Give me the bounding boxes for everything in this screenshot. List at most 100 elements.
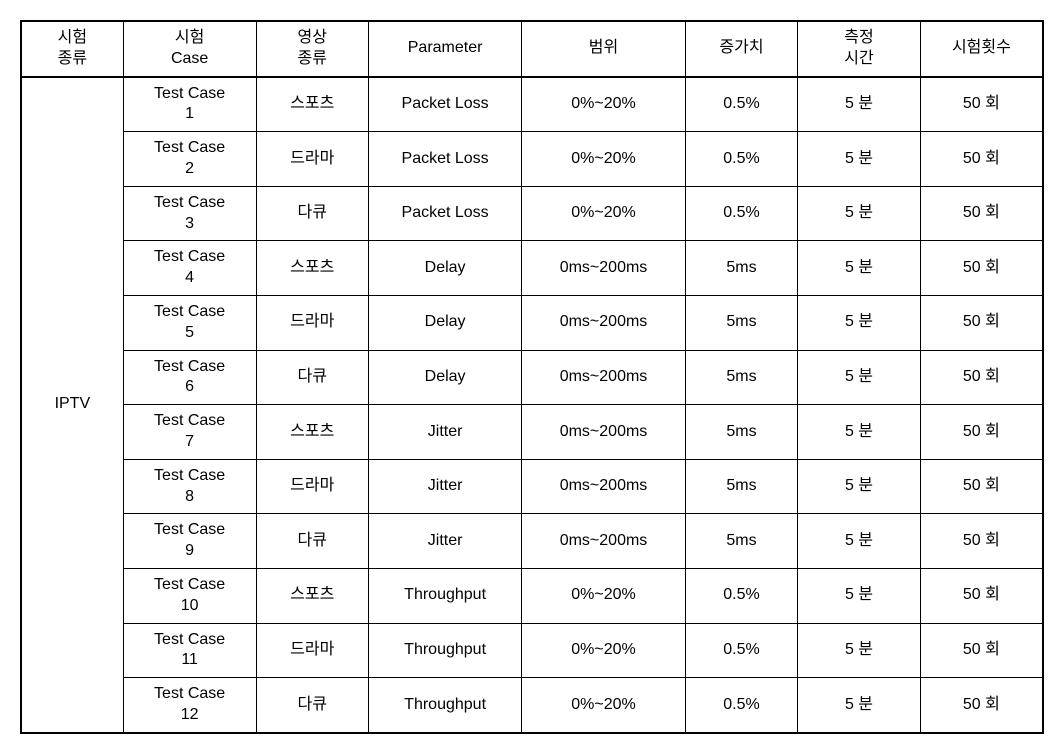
cell-video: 드라마 <box>256 459 368 514</box>
col-header-video-type: 영상 종류 <box>256 21 368 77</box>
cell-inc: 0.5% <box>685 678 797 733</box>
table-body: IPTV Test Case 1 스포츠 Packet Loss 0%~20% … <box>21 77 1043 733</box>
cell-count: 50 회 <box>920 623 1043 678</box>
cell-param: Delay <box>368 241 521 296</box>
cell-video: 다큐 <box>256 514 368 569</box>
cell-range: 0ms~200ms <box>522 295 686 350</box>
cell-video: 스포츠 <box>256 405 368 460</box>
cell-time: 5 분 <box>798 568 921 623</box>
cell-time: 5 분 <box>798 241 921 296</box>
cell-case: Test Case 3 <box>123 186 256 241</box>
cell-count: 50 회 <box>920 405 1043 460</box>
cell-param: Packet Loss <box>368 186 521 241</box>
cell-case: Test Case 7 <box>123 405 256 460</box>
cell-param: Packet Loss <box>368 77 521 132</box>
cell-time: 5 분 <box>798 295 921 350</box>
table-row: Test Case 7 스포츠 Jitter 0ms~200ms 5ms 5 분… <box>21 405 1043 460</box>
cell-time: 5 분 <box>798 186 921 241</box>
cell-case: Test Case 10 <box>123 568 256 623</box>
cell-case: Test Case 12 <box>123 678 256 733</box>
cell-inc: 0.5% <box>685 77 797 132</box>
cell-param: Packet Loss <box>368 132 521 187</box>
table-row: Test Case 4 스포츠 Delay 0ms~200ms 5ms 5 분 … <box>21 241 1043 296</box>
cell-range: 0ms~200ms <box>522 514 686 569</box>
cell-inc: 0.5% <box>685 623 797 678</box>
cell-range: 0ms~200ms <box>522 350 686 405</box>
cell-video: 스포츠 <box>256 568 368 623</box>
cell-count: 50 회 <box>920 77 1043 132</box>
cell-param: Jitter <box>368 514 521 569</box>
cell-time: 5 분 <box>798 514 921 569</box>
cell-count: 50 회 <box>920 186 1043 241</box>
cell-range: 0ms~200ms <box>522 405 686 460</box>
cell-time: 5 분 <box>798 678 921 733</box>
cell-inc: 5ms <box>685 241 797 296</box>
table-row: Test Case 8 드라마 Jitter 0ms~200ms 5ms 5 분… <box>21 459 1043 514</box>
cell-count: 50 회 <box>920 132 1043 187</box>
table-row: Test Case 5 드라마 Delay 0ms~200ms 5ms 5 분 … <box>21 295 1043 350</box>
cell-video: 다큐 <box>256 678 368 733</box>
col-header-increment: 증가치 <box>685 21 797 77</box>
table-header-row: 시험 종류 시험 Case 영상 종류 Parameter 범위 증가치 측정 … <box>21 21 1043 77</box>
cell-count: 50 회 <box>920 568 1043 623</box>
cell-inc: 5ms <box>685 514 797 569</box>
cell-param: Delay <box>368 350 521 405</box>
cell-inc: 5ms <box>685 350 797 405</box>
table-row: Test Case 11 드라마 Throughput 0%~20% 0.5% … <box>21 623 1043 678</box>
col-header-test-case: 시험 Case <box>123 21 256 77</box>
table-row: Test Case 2 드라마 Packet Loss 0%~20% 0.5% … <box>21 132 1043 187</box>
cell-param: Throughput <box>368 623 521 678</box>
cell-video: 다큐 <box>256 350 368 405</box>
cell-param: Jitter <box>368 405 521 460</box>
table-row: Test Case 10 스포츠 Throughput 0%~20% 0.5% … <box>21 568 1043 623</box>
col-header-count: 시험횟수 <box>920 21 1043 77</box>
cell-inc: 0.5% <box>685 568 797 623</box>
cell-case: Test Case 8 <box>123 459 256 514</box>
table-row: Test Case 12 다큐 Throughput 0%~20% 0.5% 5… <box>21 678 1043 733</box>
cell-inc: 0.5% <box>685 132 797 187</box>
cell-param: Throughput <box>368 678 521 733</box>
cell-time: 5 분 <box>798 77 921 132</box>
cell-video: 드라마 <box>256 623 368 678</box>
cell-range: 0%~20% <box>522 186 686 241</box>
cell-count: 50 회 <box>920 295 1043 350</box>
cell-video: 다큐 <box>256 186 368 241</box>
cell-video: 스포츠 <box>256 77 368 132</box>
test-case-table: 시험 종류 시험 Case 영상 종류 Parameter 범위 증가치 측정 … <box>20 20 1044 734</box>
cell-range: 0%~20% <box>522 678 686 733</box>
cell-count: 50 회 <box>920 459 1043 514</box>
col-header-range: 범위 <box>522 21 686 77</box>
table-row: Test Case 3 다큐 Packet Loss 0%~20% 0.5% 5… <box>21 186 1043 241</box>
table-row: Test Case 9 다큐 Jitter 0ms~200ms 5ms 5 분 … <box>21 514 1043 569</box>
cell-param: Throughput <box>368 568 521 623</box>
cell-category: IPTV <box>21 77 123 733</box>
cell-time: 5 분 <box>798 623 921 678</box>
cell-range: 0ms~200ms <box>522 241 686 296</box>
cell-case: Test Case 9 <box>123 514 256 569</box>
cell-range: 0%~20% <box>522 132 686 187</box>
col-header-parameter: Parameter <box>368 21 521 77</box>
cell-video: 드라마 <box>256 132 368 187</box>
cell-range: 0ms~200ms <box>522 459 686 514</box>
cell-case: Test Case 5 <box>123 295 256 350</box>
cell-count: 50 회 <box>920 350 1043 405</box>
cell-case: Test Case 6 <box>123 350 256 405</box>
cell-count: 50 회 <box>920 678 1043 733</box>
cell-range: 0%~20% <box>522 568 686 623</box>
cell-count: 50 회 <box>920 241 1043 296</box>
table-row: IPTV Test Case 1 스포츠 Packet Loss 0%~20% … <box>21 77 1043 132</box>
cell-case: Test Case 4 <box>123 241 256 296</box>
cell-time: 5 분 <box>798 459 921 514</box>
cell-inc: 5ms <box>685 459 797 514</box>
cell-inc: 5ms <box>685 295 797 350</box>
col-header-time: 측정 시간 <box>798 21 921 77</box>
cell-video: 드라마 <box>256 295 368 350</box>
cell-video: 스포츠 <box>256 241 368 296</box>
cell-time: 5 분 <box>798 405 921 460</box>
table-row: Test Case 6 다큐 Delay 0ms~200ms 5ms 5 분 5… <box>21 350 1043 405</box>
cell-range: 0%~20% <box>522 623 686 678</box>
cell-case: Test Case 2 <box>123 132 256 187</box>
col-header-test-type: 시험 종류 <box>21 21 123 77</box>
cell-time: 5 분 <box>798 350 921 405</box>
cell-inc: 0.5% <box>685 186 797 241</box>
